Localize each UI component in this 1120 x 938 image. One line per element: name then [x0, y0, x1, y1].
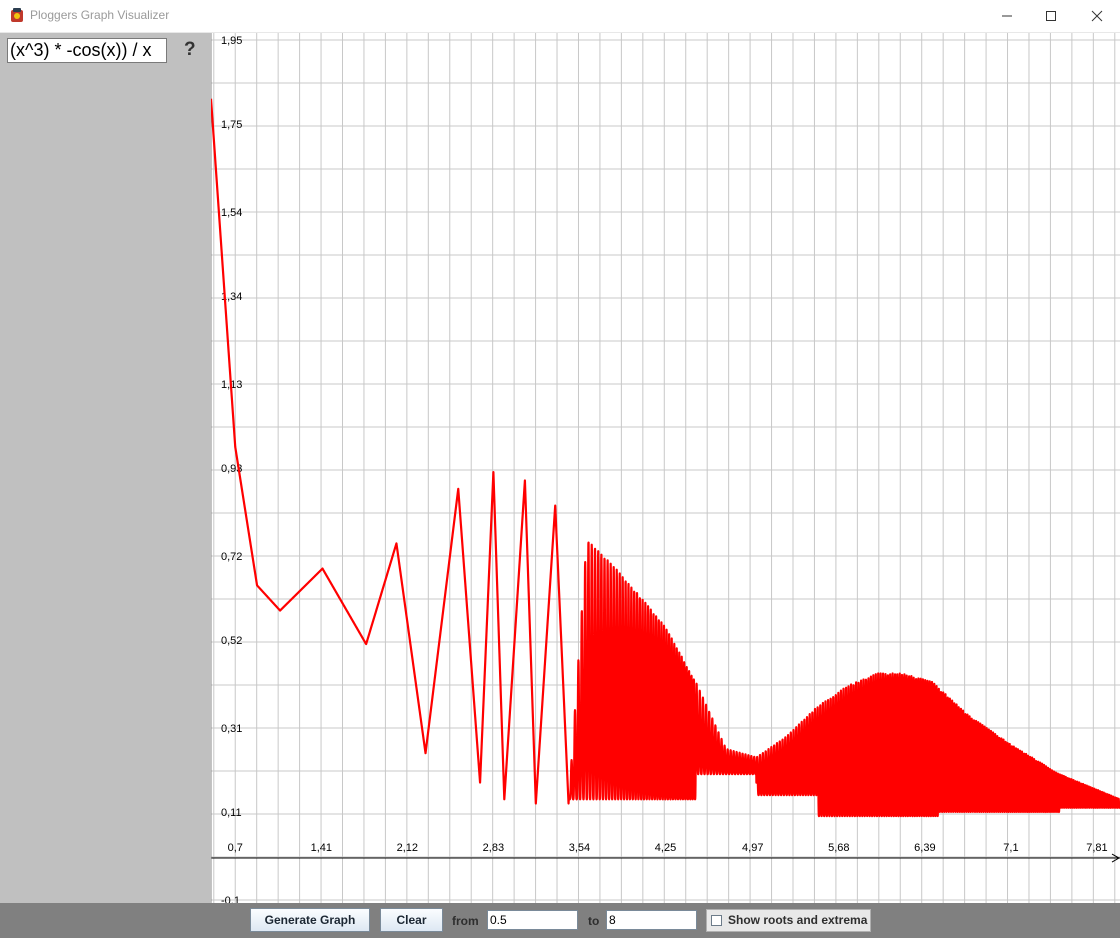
x-tick-label: 5,68	[828, 842, 849, 854]
x-axis-arrow	[1111, 853, 1120, 863]
y-tick-label: 1,54	[221, 207, 242, 219]
x-tick-label: 3,54	[569, 842, 590, 854]
function-curve	[211, 98, 1120, 818]
close-icon	[1091, 10, 1103, 22]
maximize-button[interactable]	[1028, 0, 1074, 32]
show-roots-toggle[interactable]: Show roots and extrema	[706, 909, 871, 932]
y-tick-label: 0,11	[221, 807, 242, 819]
to-field[interactable]: 8	[606, 910, 697, 930]
x-tick-label: 7,81	[1086, 842, 1107, 854]
from-label: from	[452, 914, 479, 928]
maximize-icon	[1046, 11, 1056, 21]
x-tick-label: 1,41	[311, 842, 332, 854]
window-title: Ploggers Graph Visualizer	[30, 8, 170, 22]
graph-plot-area[interactable]: 0,7 1,41 2,12 2,83 3,54 4,25 4,97 5,68 6,39 7,1 7,…	[211, 33, 1120, 903]
x-tick-label: 2,12	[397, 842, 418, 854]
graph-canvas: 0,7 1,41 2,12 2,83 3,54 4,25 4,97 5,68 6,39 7,1 7,…	[211, 33, 1120, 903]
y-tick-label: 0,72	[221, 551, 242, 563]
help-button[interactable]: ?	[184, 39, 196, 60]
close-button[interactable]	[1074, 0, 1120, 32]
title-bar: Ploggers Graph Visualizer	[0, 0, 1120, 33]
generate-graph-button[interactable]: Generate Graph	[250, 908, 370, 932]
show-roots-label: Show roots and extrema	[728, 913, 868, 927]
x-tick-label: 4,25	[655, 842, 676, 854]
bottom-toolbar: Generate Graph Clear from 0.5 to 8 Show …	[0, 903, 1120, 938]
x-tick-label: 0,7	[228, 842, 243, 854]
clear-button[interactable]: Clear	[380, 908, 443, 932]
minimize-button[interactable]	[984, 0, 1030, 32]
minimize-icon	[1002, 15, 1012, 17]
to-label: to	[588, 914, 600, 928]
y-tick-label: 0,93	[221, 463, 242, 475]
y-tick-label: 0,52	[221, 635, 242, 647]
function-input[interactable]: (x^3) * -cos(x)) / x	[7, 38, 167, 63]
function-sidebar: (x^3) * -cos(x)) / x ?	[0, 33, 211, 903]
y-tick-label: 1,95	[221, 35, 242, 47]
x-tick-label: 4,97	[742, 842, 763, 854]
app-logo-icon	[11, 8, 23, 22]
x-tick-label: 7,1	[1003, 842, 1018, 854]
y-tick-label: -0,1	[221, 895, 240, 903]
y-tick-label: 1,75	[221, 119, 242, 131]
y-tick-label: 1,34	[221, 291, 242, 303]
y-tick-label: 0,31	[221, 723, 242, 735]
x-tick-label: 2,83	[483, 842, 504, 854]
x-tick-label: 6,39	[914, 842, 935, 854]
show-roots-checkbox[interactable]	[711, 915, 722, 926]
from-field[interactable]: 0.5	[487, 910, 578, 930]
